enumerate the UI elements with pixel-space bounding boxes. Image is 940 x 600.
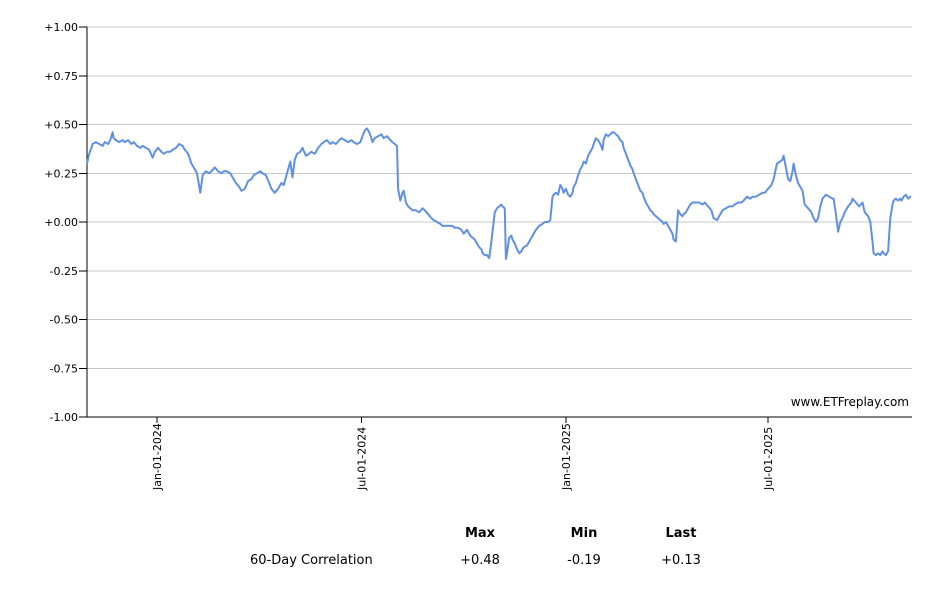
- x-axis-label: Jan-01-2025: [560, 423, 573, 491]
- chart-area: +1.00 +0.75 +0.50 +0.25 +0.00 -0.25 -0.50 -0.75…: [44, 21, 912, 491]
- stats-value-last: +0.13: [661, 553, 701, 568]
- x-axis-label: Jul-01-2024: [355, 427, 368, 491]
- y-axis-label: +1.00: [44, 21, 78, 34]
- stats-row-label: 60-Day Correlation: [250, 553, 373, 568]
- y-axis-label: -1.00: [50, 411, 78, 424]
- correlation-chart-svg: +1.00 +0.75 +0.50 +0.25 +0.00 -0.25 -0.50 -0.75…: [44, 21, 912, 491]
- correlation-line: [86, 127, 912, 260]
- stats-header-min: Min: [570, 526, 598, 541]
- stats-value-max: +0.48: [460, 553, 500, 568]
- y-axis-label: +0.25: [44, 167, 78, 180]
- y-axis-label: +0.50: [44, 119, 78, 132]
- y-axis-label: -0.50: [50, 314, 78, 327]
- stats-header-last: Last: [665, 526, 697, 541]
- y-axis-label: -0.75: [50, 362, 78, 375]
- x-axis-label: Jul-01-2025: [762, 427, 775, 491]
- stats-value-min: -0.19: [567, 553, 601, 568]
- y-axis-label: +0.00: [44, 216, 78, 229]
- y-axis-label: -0.25: [50, 265, 78, 278]
- x-axis-label: Jan-01-2024: [151, 423, 164, 491]
- stats-header-max: Max: [464, 526, 496, 541]
- etfreplay-watermark: www.ETFreplay.com: [790, 395, 909, 409]
- y-axis-label: +0.75: [44, 70, 78, 83]
